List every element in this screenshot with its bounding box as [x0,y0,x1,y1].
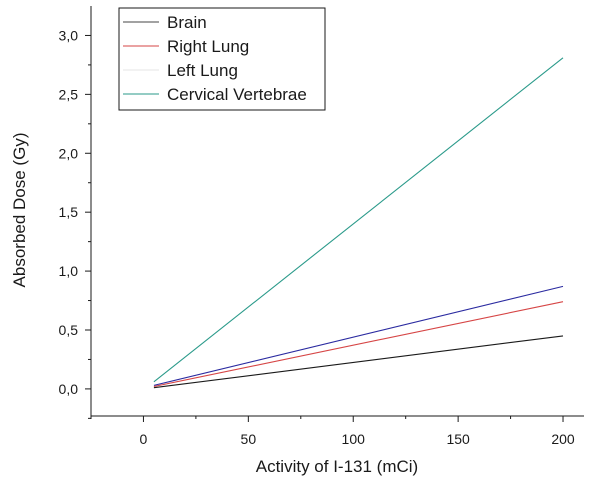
x-tick-label: 200 [551,431,575,447]
legend-label: Right Lung [167,37,249,56]
y-tick-label: 1,5 [59,204,79,220]
x-tick-label: 100 [342,431,366,447]
x-axis-title: Activity of I-131 (mCi) [256,457,418,476]
y-axis-title: Absorbed Dose (Gy) [10,133,29,288]
y-tick-label: 0,0 [59,381,79,397]
y-tick-label: 1,0 [59,263,79,279]
y-tick-label: 3,0 [59,27,79,43]
y-tick-label: 2,0 [59,145,79,161]
legend-frame [118,7,326,111]
series-line-cervical-vertebrae [153,57,564,383]
legend-label: Left Lung [167,61,238,80]
series-line-left-lung [153,285,564,386]
legend-label: Cervical Vertebrae [167,85,307,104]
y-tick-label: 2,5 [59,86,79,102]
axes-layer [90,6,584,417]
x-tick-label: 150 [446,431,470,447]
series-line-right-lung [153,301,564,388]
series-line-brain [153,335,564,389]
x-ticks: 0 50 100 150 200 [90,416,575,447]
y-ticks: 0,0 0,5 1,0 1,5 2,0 2,5 3,0 [59,27,91,419]
legend-label: Brain [167,13,207,32]
x-tick-label: 50 [241,431,257,447]
x-tick-label: 0 [140,431,148,447]
legend: Brain Right Lung Left Lung Cervical Vertebr… [118,7,326,111]
series-layer [153,57,564,389]
y-tick-label: 0,5 [59,322,79,338]
